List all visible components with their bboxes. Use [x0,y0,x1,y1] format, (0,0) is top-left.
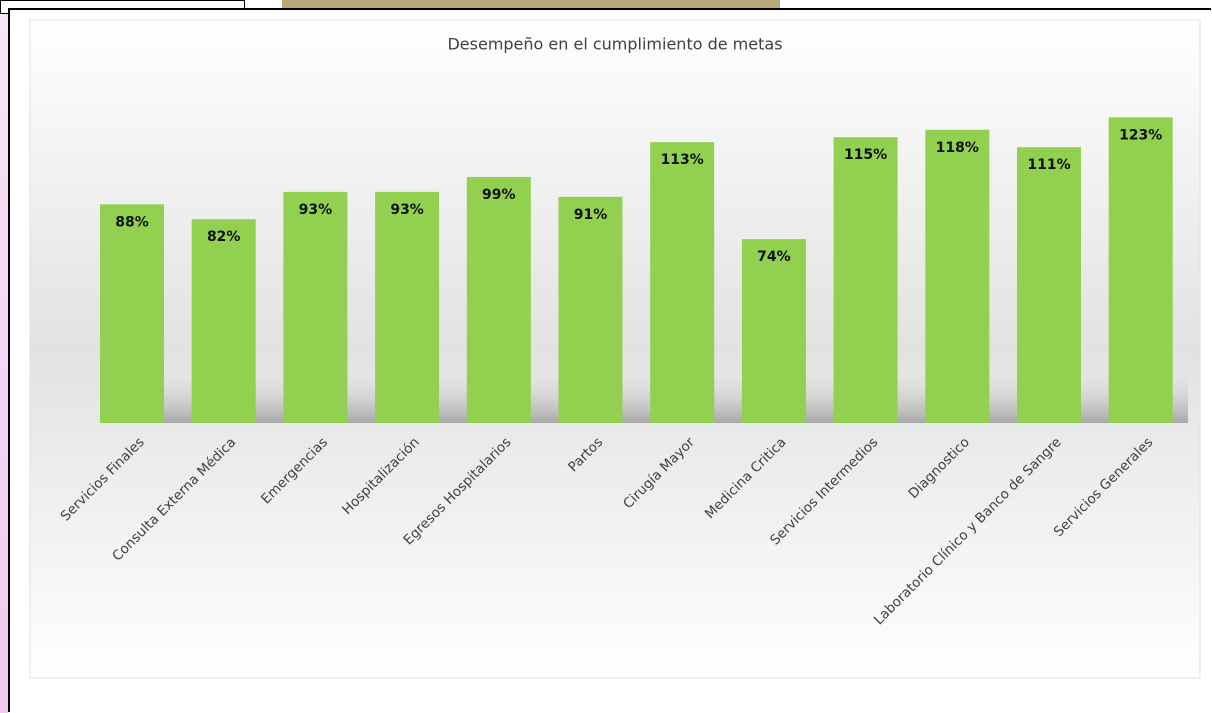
data-label: 113% [661,152,704,168]
bar [466,176,531,423]
data-label: 115% [844,147,887,163]
data-label: 123% [1119,127,1162,143]
bar [283,191,348,423]
data-label: 91% [574,207,608,223]
data-label: 93% [299,202,333,218]
data-label: 99% [482,187,516,203]
data-label: 111% [1027,157,1070,173]
bar [1108,117,1173,423]
bar [741,239,806,423]
bar [650,142,715,423]
header-image [282,0,780,8]
data-label: 118% [936,140,979,156]
bar [925,129,990,423]
chart-title: Desempeño en el cumplimiento de metas [447,35,782,54]
shadow [100,375,1188,423]
data-label: 74% [757,249,791,265]
data-label: 93% [390,202,424,218]
data-label: 88% [115,214,149,230]
bar [558,196,623,423]
background [0,0,8,713]
data-label: 82% [207,229,241,245]
bar [375,191,440,423]
bar [100,204,164,423]
bar [191,219,256,423]
bar [1017,147,1081,424]
bar [833,137,898,423]
